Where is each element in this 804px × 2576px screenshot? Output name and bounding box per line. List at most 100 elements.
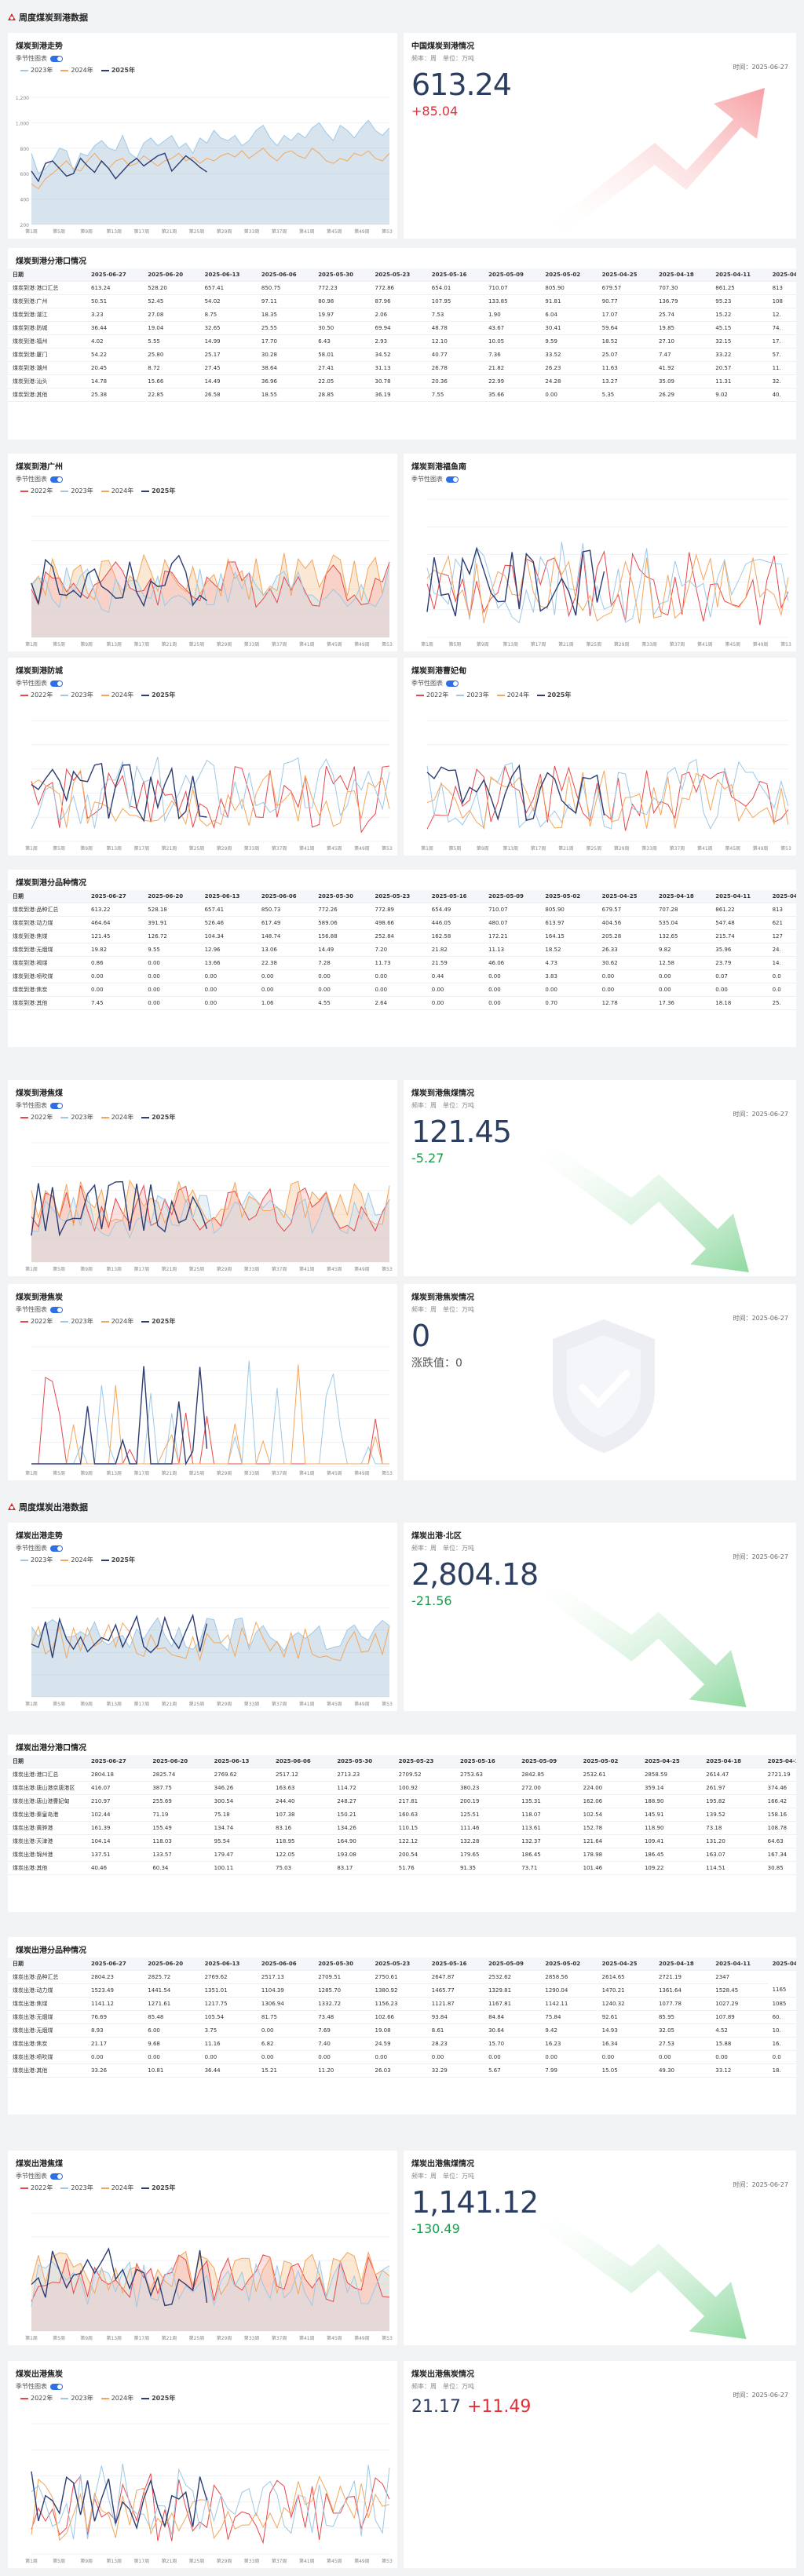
legend-2024[interactable]: 2024年 xyxy=(100,487,133,495)
seasonal-toggle[interactable] xyxy=(50,1306,63,1313)
table-cell: 0.0 xyxy=(767,2050,796,2064)
legend-2025[interactable]: 2025年 xyxy=(537,691,571,699)
seasonal-toggle[interactable] xyxy=(50,2383,63,2390)
legend-2023[interactable]: 2023年 xyxy=(60,2184,93,2192)
series-line xyxy=(31,152,207,183)
table-cell: 19.08 xyxy=(370,2023,427,2038)
table-header: 2025-06-06 xyxy=(256,1958,314,1971)
legend-2022[interactable]: 2022年 xyxy=(20,2184,53,2192)
legend-2022[interactable]: 2022年 xyxy=(20,1113,53,1122)
table-cell: 13.66 xyxy=(199,956,257,970)
legend-2022[interactable]: 2022年 xyxy=(416,691,448,699)
legend-2023[interactable]: 2023年 xyxy=(60,1317,93,1326)
table-header: 2025-06-27 xyxy=(86,268,144,282)
table-row: 煤炭到港:潮州 20.45 8.72 27.45 38.64 27.41 31.13 26.7… xyxy=(8,361,796,375)
table-cell: 27.10 xyxy=(653,334,711,348)
x-tick-label: 第33周 xyxy=(244,845,260,852)
seasonal-toggle[interactable] xyxy=(446,680,459,687)
legend-2025[interactable]: 2025年 xyxy=(141,2184,175,2192)
x-tick-label: 第49周 xyxy=(354,845,370,852)
series-line xyxy=(426,546,605,617)
table-cell: 7.99 xyxy=(540,2063,598,2078)
table-cell: 100.92 xyxy=(393,1781,455,1795)
x-tick-label: 第49周 xyxy=(354,1701,370,1707)
seasonal-toggle[interactable] xyxy=(50,2173,63,2180)
legend-2025[interactable]: 2025年 xyxy=(100,66,135,75)
legend-2024[interactable]: 2024年 xyxy=(100,2394,133,2403)
seasonal-toggle[interactable] xyxy=(50,55,63,62)
series-line xyxy=(31,560,390,608)
legend-2023[interactable]: 2023年 xyxy=(20,66,53,75)
table-cell: 137.51 xyxy=(86,1848,148,1862)
seasonal-toggle[interactable] xyxy=(50,476,63,483)
table-cell: 805.90 xyxy=(540,903,598,917)
legend-2022[interactable]: 2022年 xyxy=(20,2394,53,2403)
x-tick-label: 第1周 xyxy=(25,2335,38,2341)
table-cell: 煤炭出港:其他 xyxy=(8,2063,86,2078)
legend-2022[interactable]: 2022年 xyxy=(20,487,53,495)
caofeidian-chart: 第1周 第5周 第9周 第13周 第17周 第21周 第25周 第29周 第33周 第37周 第41… xyxy=(408,714,796,852)
table-cell: 73.48 xyxy=(313,2010,371,2024)
x-tick-label: 第49周 xyxy=(354,641,370,648)
series-line xyxy=(426,549,789,626)
x-tick-label: 第25周 xyxy=(189,228,205,235)
table-header: 2025-05-30 xyxy=(313,268,371,282)
legend-2024[interactable]: 2024年 xyxy=(100,2184,133,2192)
table-cell: 1141.12 xyxy=(86,1997,144,2011)
table-cell: 35.96 xyxy=(711,943,768,957)
x-tick-label: 第53周 xyxy=(382,2558,393,2564)
x-tick-label: 第33周 xyxy=(641,641,657,648)
table-cell: 26.78 xyxy=(426,361,484,375)
dep-kpi-card: 煤炭出港·北区 频率：周 单位：万吨 时间：2025-06-27 2,804.1… xyxy=(404,1523,796,1711)
table-cell: 18. xyxy=(767,2063,796,2078)
legend-2025[interactable]: 2025年 xyxy=(141,1113,175,1122)
table-cell: 179.47 xyxy=(209,1848,271,1862)
legend-2022[interactable]: 2022年 xyxy=(20,691,53,699)
series-line xyxy=(31,1180,208,1237)
table-cell: 49.30 xyxy=(653,2063,711,2078)
legend-2024[interactable]: 2024年 xyxy=(60,1556,93,1564)
table-cell: 248.27 xyxy=(332,1794,394,1808)
legend-2023[interactable]: 2023年 xyxy=(60,1113,93,1122)
table-header: 2025-05-02 xyxy=(540,268,598,282)
table-cell: 528.20 xyxy=(143,281,200,295)
series-line xyxy=(31,1366,208,1466)
legend-2025[interactable]: 2025年 xyxy=(141,1317,175,1326)
legend-2024[interactable]: 2024年 xyxy=(60,66,93,75)
seasonal-toggle[interactable] xyxy=(50,1545,63,1552)
legend-2024[interactable]: 2024年 xyxy=(100,1317,133,1326)
legend-2025[interactable]: 2025年 xyxy=(100,1556,135,1564)
legend-2024[interactable]: 2024年 xyxy=(100,1113,133,1122)
table-cell: 80.98 xyxy=(313,294,371,308)
legend-2025[interactable]: 2025年 xyxy=(141,2394,175,2403)
legend-2023[interactable]: 2023年 xyxy=(60,2394,93,2403)
table-header: 2025-04-11 xyxy=(762,1755,796,1768)
table-cell: 1121.87 xyxy=(426,1997,484,2011)
table-cell: 0.00 xyxy=(313,2050,371,2064)
table-cell: 132.28 xyxy=(455,1834,517,1848)
x-tick-label: 第45周 xyxy=(327,845,342,852)
x-tick-label: 第17周 xyxy=(133,2558,149,2564)
legend-2023[interactable]: 2023年 xyxy=(60,691,93,699)
table-row: 煤炭到港:动力煤 464.64 391.91 526.46 617.49 589.06 49… xyxy=(8,916,796,930)
legend-2024[interactable]: 2024年 xyxy=(100,691,133,699)
table-cell: 0.00 xyxy=(256,969,314,983)
series-line xyxy=(426,764,605,822)
table-cell: 2517.13 xyxy=(256,1970,314,1984)
legend-2024[interactable]: 2024年 xyxy=(496,691,529,699)
x-tick-label: 第21周 xyxy=(162,1701,177,1707)
legend-2023[interactable]: 2023年 xyxy=(60,487,93,495)
legend-2023[interactable]: 2023年 xyxy=(456,691,489,699)
legend-2025[interactable]: 2025年 xyxy=(141,691,175,699)
x-tick-label: 第37周 xyxy=(272,1470,287,1476)
legend-2025[interactable]: 2025年 xyxy=(141,487,175,495)
x-tick-label: 第1周 xyxy=(421,641,433,648)
table-cell: 27.08 xyxy=(143,308,200,322)
x-tick-label: 第29周 xyxy=(217,2558,232,2564)
table-header: 2025-06-27 xyxy=(86,1958,144,1971)
seasonal-toggle[interactable] xyxy=(50,680,63,687)
legend-2022[interactable]: 2022年 xyxy=(20,1317,53,1326)
legend-2023[interactable]: 2023年 xyxy=(20,1556,53,1564)
seasonal-toggle[interactable] xyxy=(446,476,459,483)
seasonal-toggle[interactable] xyxy=(50,1102,63,1109)
